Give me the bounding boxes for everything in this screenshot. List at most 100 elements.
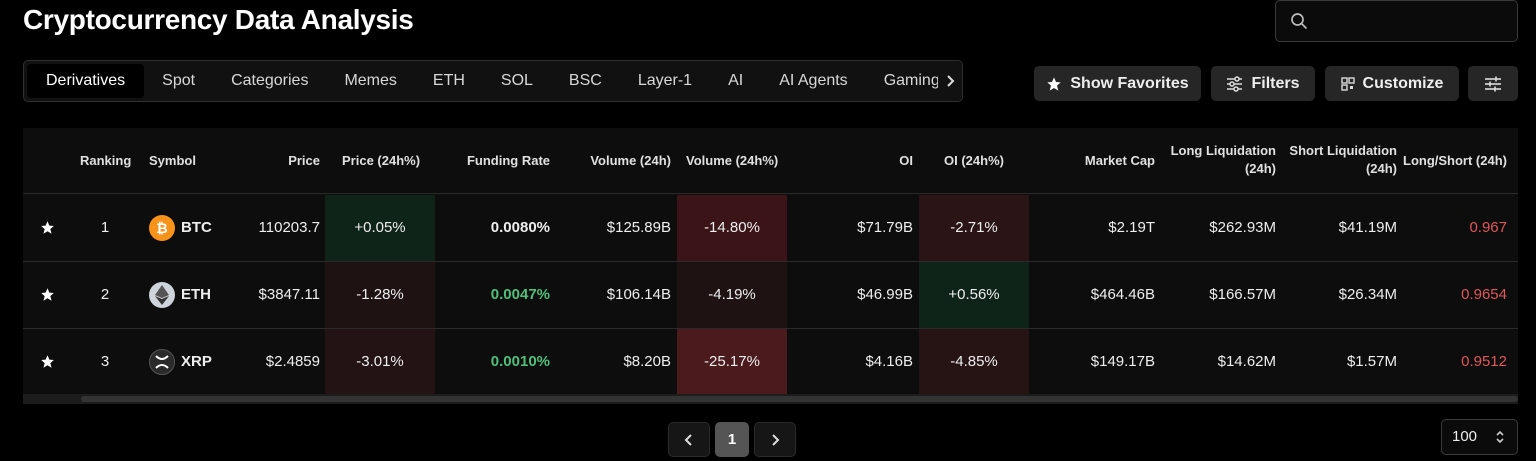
volume-cell: $125.89B	[606, 219, 671, 236]
long-liquidation-cell: $262.93M	[1209, 219, 1276, 236]
filters-button[interactable]: Filters	[1211, 66, 1315, 101]
short-liquidation-cell: $26.34M	[1338, 286, 1397, 303]
col-volume[interactable]: Volume (24h)	[590, 153, 671, 168]
tab-gaming[interactable]: Gaming	[883, 72, 940, 89]
page-number-button[interactable]: 1	[715, 422, 749, 457]
cell-bg-negative	[325, 262, 435, 328]
oi-cell: $46.99B	[857, 286, 913, 303]
symbol-label: XRP	[181, 353, 212, 370]
col-oi-change[interactable]: OI (24h%)	[944, 153, 1004, 168]
svg-text:₿: ₿	[156, 220, 167, 236]
btc-coin-icon: ₿	[149, 215, 175, 241]
price-cell: $2.4859	[265, 353, 320, 370]
col-oi[interactable]: OI	[899, 153, 913, 168]
col-market-cap[interactable]: Market Cap	[1084, 153, 1155, 168]
symbol-label: BTC	[181, 219, 212, 236]
grid-icon	[1340, 76, 1355, 91]
oi-change-cell: -4.85%	[950, 353, 998, 370]
cell-bg-negative	[677, 195, 787, 261]
rows-per-page-select[interactable]: 100	[1441, 419, 1518, 455]
chevron-left-icon	[684, 433, 692, 446]
tab-ai[interactable]: AI	[728, 72, 744, 89]
cell-bg-negative	[325, 329, 435, 395]
customize-button[interactable]: Customize	[1325, 66, 1459, 101]
table-row[interactable]: 1 ₿ BTC 110203.7 +0.05% 0.0080% $125.89B…	[23, 195, 1518, 262]
table-header: Ranking Symbol Price Price (24h%) Fundin…	[23, 128, 1518, 194]
next-page-button[interactable]	[754, 422, 796, 457]
tab-eth[interactable]: ETH	[432, 72, 465, 89]
long-short-cell: 0.9512	[1461, 353, 1507, 370]
market-cap-cell: $149.17B	[1090, 353, 1155, 370]
table-settings-button[interactable]	[1468, 66, 1518, 101]
settings-sliders-icon	[1485, 76, 1501, 91]
volume-cell: $106.14B	[606, 286, 671, 303]
price-change-cell: -3.01%	[356, 353, 404, 370]
col-long-liquidation[interactable]: Long Liquidation (24h)	[1163, 142, 1276, 178]
col-short-liquidation-line1: Short Liquidation	[1289, 143, 1397, 158]
tab-ai-agents[interactable]: AI Agents	[779, 72, 848, 89]
favorite-star-icon[interactable]	[40, 354, 55, 369]
scrollbar-thumb[interactable]	[81, 396, 1518, 402]
rank-cell: 2	[100, 286, 110, 303]
search-icon	[1291, 13, 1307, 29]
show-favorites-button[interactable]: Show Favorites	[1034, 66, 1201, 101]
col-volume-change[interactable]: Volume (24h%)	[686, 153, 779, 168]
volume-change-cell: -14.80%	[704, 219, 760, 236]
volume-cell: $8.20B	[623, 353, 671, 370]
xrp-coin-icon	[149, 349, 175, 375]
favorite-star-icon[interactable]	[40, 220, 55, 235]
oi-change-cell: +0.56%	[948, 286, 1000, 303]
volume-change-cell: -25.17%	[704, 353, 760, 370]
symbol-cell[interactable]: XRP	[149, 329, 212, 395]
tab-bsc[interactable]: BSC	[568, 72, 602, 89]
filter-sliders-icon	[1227, 75, 1243, 92]
col-ranking[interactable]: Ranking	[80, 153, 132, 168]
col-price[interactable]: Price	[288, 153, 320, 168]
tabs-scroll-right-button[interactable]	[938, 61, 962, 101]
price-cell: $3847.11	[258, 286, 320, 303]
chevron-right-icon	[772, 433, 780, 446]
cell-bg-negative	[677, 262, 787, 328]
symbol-cell[interactable]: ₿ BTC	[149, 195, 212, 261]
long-short-cell: 0.967	[1469, 219, 1507, 236]
symbol-label: ETH	[181, 286, 211, 303]
favorite-star-icon[interactable]	[40, 287, 55, 302]
oi-cell: $4.16B	[865, 353, 913, 370]
table-row[interactable]: 3 XRP $2.4859 -3.01% 0.0010% $8.20B -25.…	[23, 329, 1518, 396]
cell-bg-negative	[677, 329, 787, 395]
col-symbol[interactable]: Symbol	[149, 153, 196, 168]
price-change-cell: +0.05%	[354, 219, 406, 236]
derivatives-table: Ranking Symbol Price Price (24h%) Fundin…	[23, 128, 1518, 404]
tab-layer-1[interactable]: Layer-1	[637, 72, 693, 89]
col-funding-rate[interactable]: Funding Rate	[466, 153, 550, 168]
short-liquidation-cell: $1.57M	[1346, 353, 1397, 370]
col-long-short[interactable]: Long/Short (24h)	[1403, 153, 1507, 168]
cell-bg-negative	[919, 329, 1029, 395]
chevron-right-icon	[947, 75, 955, 87]
funding-rate-cell: 0.0010%	[490, 353, 550, 370]
col-long-liquidation-line1: Long Liquidation	[1170, 143, 1276, 158]
cell-bg-positive	[919, 262, 1029, 328]
col-short-liquidation-line2: (24h)	[1365, 161, 1397, 176]
search-input[interactable]	[1275, 0, 1518, 42]
star-icon	[1047, 76, 1062, 91]
col-short-liquidation[interactable]: Short Liquidation (24h)	[1283, 142, 1397, 178]
tab-derivatives[interactable]: Derivatives	[27, 64, 145, 98]
price-change-cell: -1.28%	[356, 286, 404, 303]
volume-change-cell: -4.19%	[708, 286, 756, 303]
tab-memes[interactable]: Memes	[344, 72, 397, 89]
show-favorites-label: Show Favorites	[1070, 74, 1189, 92]
market-cap-cell: $464.46B	[1090, 286, 1155, 303]
symbol-cell[interactable]: ETH	[149, 262, 211, 328]
category-tabs: Derivatives Spot Categories Memes ETH SO…	[23, 60, 963, 102]
previous-page-button[interactable]	[668, 422, 710, 457]
table-row[interactable]: 2 ETH $3847.11 -1.28% 0.0047% $106.14B -…	[23, 262, 1518, 329]
tab-sol[interactable]: SOL	[500, 72, 533, 89]
tab-spot[interactable]: Spot	[162, 72, 196, 89]
long-liquidation-cell: $166.57M	[1209, 286, 1276, 303]
col-price-change[interactable]: Price (24h%)	[342, 153, 421, 168]
rank-cell: 3	[100, 353, 110, 370]
up-down-chevron-icon	[1496, 430, 1504, 444]
short-liquidation-cell: $41.19M	[1338, 219, 1397, 236]
tab-categories[interactable]: Categories	[231, 72, 309, 89]
